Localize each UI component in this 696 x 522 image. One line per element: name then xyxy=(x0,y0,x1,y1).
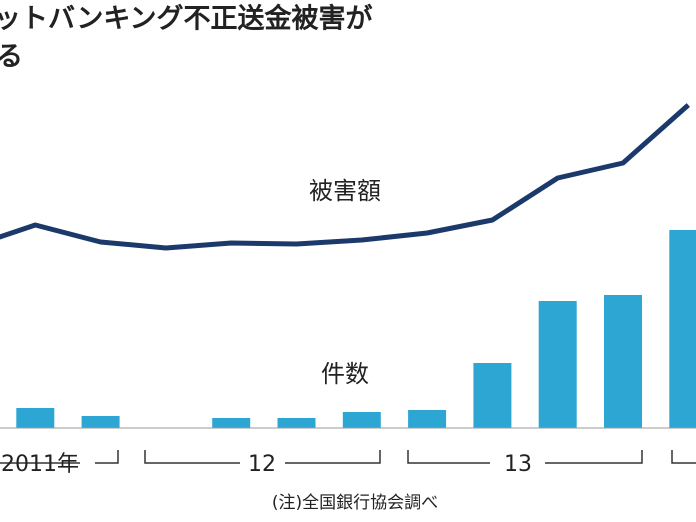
chart-title: ットバンキング不正送金被害が xyxy=(0,3,373,35)
bar xyxy=(277,418,316,428)
bar xyxy=(81,416,120,428)
bar xyxy=(669,230,696,428)
period-brackets xyxy=(0,450,696,464)
bar xyxy=(604,295,642,428)
bar xyxy=(16,408,55,428)
source-note: (注)全国銀行協会調べ xyxy=(272,493,438,513)
bar xyxy=(408,410,447,428)
period-label: 13 xyxy=(504,452,532,477)
bar xyxy=(538,301,577,428)
period-label: 2011年 xyxy=(1,452,79,477)
line-series xyxy=(0,103,690,251)
bar xyxy=(473,363,512,428)
chart-subtitle: る xyxy=(0,42,23,73)
bar xyxy=(212,418,251,428)
bar xyxy=(342,412,381,428)
series-label: 被害額 xyxy=(309,177,381,205)
series-label: 件数 xyxy=(321,360,369,388)
period-label: 12 xyxy=(248,452,276,477)
